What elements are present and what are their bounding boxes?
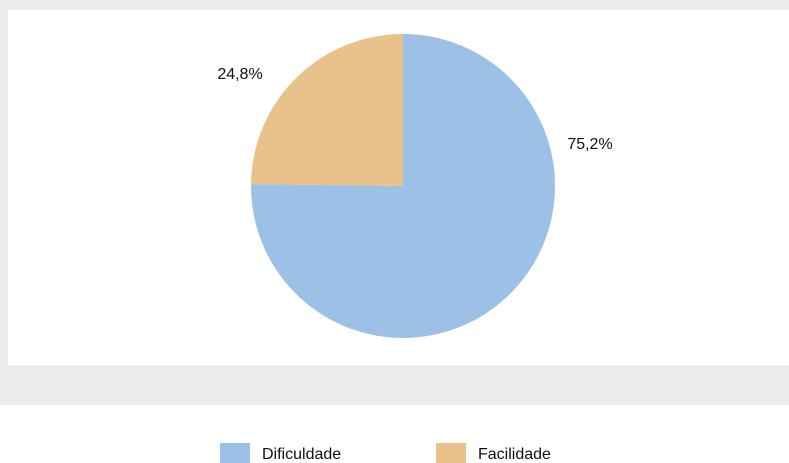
data-label: 24,8%	[217, 66, 262, 83]
pie-slice	[251, 34, 403, 186]
legend-label: Facilidade	[478, 446, 551, 463]
data-label: 75,2%	[567, 136, 612, 153]
legend-swatch	[436, 443, 466, 463]
legend-label: Dificuldade	[262, 446, 341, 463]
legend-swatch	[220, 443, 250, 463]
